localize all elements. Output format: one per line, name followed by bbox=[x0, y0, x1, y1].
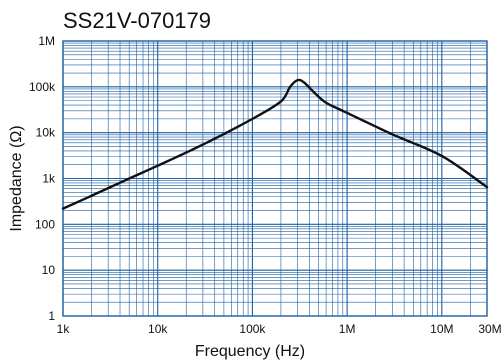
y-tick-label: 10 bbox=[42, 263, 56, 277]
x-tick-label: 10k bbox=[148, 322, 168, 336]
plot-frame bbox=[62, 40, 488, 317]
x-axis-title: Frequency (Hz) bbox=[195, 343, 305, 360]
y-tick-label: 1M bbox=[38, 34, 55, 48]
y-tick-label: 1k bbox=[42, 172, 56, 186]
impedance-curve bbox=[61, 78, 489, 210]
chart-title: SS21V-070179 bbox=[63, 8, 211, 33]
series-layer bbox=[61, 78, 489, 210]
x-tick-label: 1k bbox=[57, 322, 71, 336]
y-tick-label: 100k bbox=[29, 80, 56, 94]
y-axis-title: Impedance (Ω) bbox=[8, 125, 25, 231]
x-tick-label: 100k bbox=[239, 322, 266, 336]
y-tick-label: 1 bbox=[48, 309, 55, 323]
x-tick-label: 10M bbox=[430, 322, 453, 336]
x-tick-label: 30M bbox=[478, 322, 501, 336]
y-tick-label: 10k bbox=[36, 126, 56, 140]
y-tick-label: 100 bbox=[35, 217, 55, 231]
x-tick-labels: 1k 10k 100k 1M 10M 30M bbox=[57, 322, 502, 336]
x-tick-label: 1M bbox=[339, 322, 356, 336]
y-tick-labels: 1 10 100 1k 10k 100k 1M bbox=[29, 34, 56, 323]
